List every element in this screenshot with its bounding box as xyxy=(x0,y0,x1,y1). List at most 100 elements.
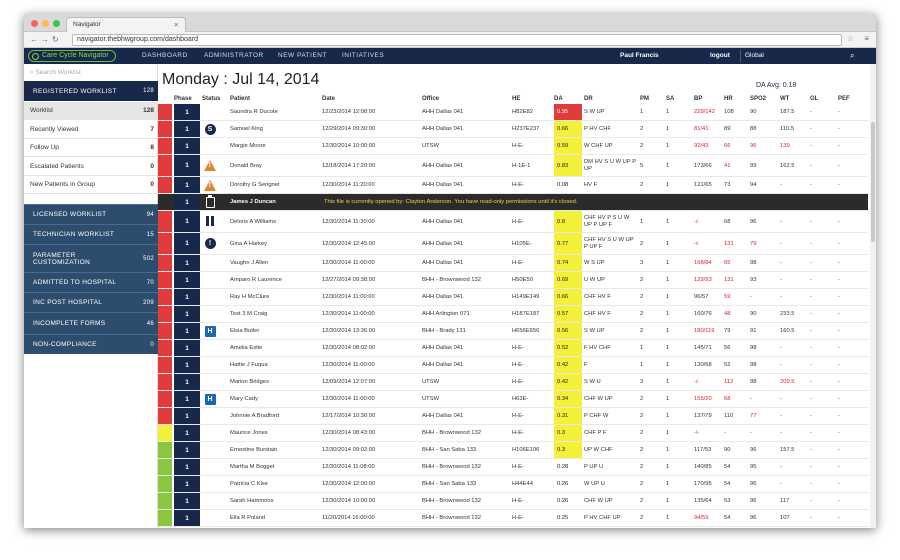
sidebar-item[interactable]: Follow Up 8 xyxy=(24,139,158,157)
sidebar-section[interactable]: PARAMETER CUSTOMIZATION 502 xyxy=(24,244,158,272)
phase-cell: 1 xyxy=(174,374,200,390)
maximize-window-button[interactable] xyxy=(53,20,60,27)
table-row[interactable]: 1 Sarah Hammons 12/30/2014 10:00:00 BHH - B… xyxy=(158,493,868,510)
table-row[interactable]: 1 S Samuel King 12/29/2014 09:30:00 AHH Dall… xyxy=(158,121,868,138)
status-cell xyxy=(202,194,218,210)
table-row[interactable]: 1 Martha M Bogget 12/30/2014 11:08:00 BHH -… xyxy=(158,459,868,476)
sa-cell: 1 xyxy=(666,260,670,266)
registered-worklist-header[interactable]: REGISTERED WORKLIST 128 xyxy=(24,81,158,101)
column-header-patient[interactable]: Patient xyxy=(230,96,251,102)
column-header-dr[interactable]: DR xyxy=(584,96,593,102)
sidebar-item[interactable]: Escalated Patients 0 xyxy=(24,158,158,176)
table-row[interactable]: 1! Gina A Harkey 12/30/2014 12:45:00 AHH Da… xyxy=(158,233,868,255)
table-row[interactable]: 1 Amparo R Laurence 12/27/2014 09:38:00 BHH… xyxy=(158,272,868,289)
table-row[interactable]: 1 H Mary Cady 12/30/2014 11:00:00 UTSW H63E- 0… xyxy=(158,391,868,408)
nav-initiatives[interactable]: INITIATIVES xyxy=(342,52,385,59)
table-row[interactable]: 1 Hattie J Fuqua 12/30/2014 11:00:00 AHH Da… xyxy=(158,357,868,374)
sidebar-item[interactable]: New Patients in Group 0 xyxy=(24,176,158,194)
table-row[interactable]: 1 H Elsia Butler 12/30/2014 13:36:00 BHH - B… xyxy=(158,323,868,340)
sidebar-item[interactable]: Worklist 128 xyxy=(24,102,158,120)
table-row[interactable]: 1 Saundra R Ducote 12/23/2014 12:08:00 AHH … xyxy=(158,104,868,121)
column-header-bp[interactable]: BP xyxy=(694,96,703,102)
spo2-cell: 96 xyxy=(750,143,757,149)
sidebar-item[interactable]: Recently Viewed 7 xyxy=(24,121,158,139)
column-header-spo2[interactable]: SPO2 xyxy=(750,96,767,102)
column-header-status[interactable]: Status xyxy=(202,96,221,102)
sa-cell: 1 xyxy=(666,294,670,300)
minimize-window-button[interactable] xyxy=(42,20,49,27)
column-header-date[interactable]: Date xyxy=(322,96,336,102)
table-row[interactable]: 1 Marion Bridges 12/09/2014 12:07:00 UTSW H-… xyxy=(158,374,868,391)
column-header-da[interactable]: DA xyxy=(554,96,563,102)
column-header-he[interactable]: HE xyxy=(512,96,521,102)
wt-cell: 233.5 xyxy=(780,311,795,317)
sa-cell: 1 xyxy=(666,143,670,149)
table-row[interactable]: 1 Ella R Poland 11/20/2014 16:00:00 BHH - B… xyxy=(158,510,868,527)
pm-cell: 2 xyxy=(640,413,644,419)
search-icon[interactable]: ⌕ xyxy=(850,51,855,60)
close-window-button[interactable] xyxy=(31,20,38,27)
table-row-locked[interactable]: 1 James J Duncan This file is currently op… xyxy=(158,194,868,211)
nav-dashboard[interactable]: DASHBOARD xyxy=(142,52,188,59)
table-row[interactable]: 1 Margie Moore 12/30/2014 10:00:00 UTSW H-E-… xyxy=(158,138,868,155)
he-cell: H50E50 xyxy=(512,277,533,283)
bp-cell: 135/64 xyxy=(694,498,712,504)
bp-cell: 180/119 xyxy=(694,328,715,334)
sidebar-section[interactable]: LICENSED WORKLIST 94 xyxy=(24,204,158,224)
phase-cell: 1 xyxy=(174,194,200,210)
table-row[interactable]: 1 Deloris A Williams 12/30/2014 11:30:00 AH… xyxy=(158,211,868,233)
column-header-phase[interactable]: Phase xyxy=(174,96,192,102)
column-header-office[interactable]: Office xyxy=(422,96,440,102)
back-forward-reload-icons[interactable]: ←→↻ xyxy=(30,35,62,44)
bookmark-star-icon[interactable]: ☆ xyxy=(846,34,854,43)
worklist-search-input[interactable]: ⌕ Search Worklist xyxy=(30,69,81,76)
table-row[interactable]: 1! Donald Bray 12/18/2014 17:20:00 AHH Dall… xyxy=(158,155,868,177)
table-row[interactable]: 1 Test 3 M Craig 12/30/2014 11:00:00 AHH Ar… xyxy=(158,306,868,323)
sidebar-section[interactable]: NON-COMPLIANCE 0 xyxy=(24,334,158,354)
sidebar-section[interactable]: ADMITTED TO HOSPITAL 70 xyxy=(24,272,158,292)
bp-cell: 81/41 xyxy=(694,126,709,132)
logout-link[interactable]: logout xyxy=(710,52,730,59)
app-logo[interactable]: Care Cycle Navigator xyxy=(28,50,116,62)
hr-cell: 79 xyxy=(724,328,731,334)
phase-cell: 1 xyxy=(174,104,200,120)
table-row[interactable]: 1 Johnnie A Bradford 12/17/2014 10:30:00 AH… xyxy=(158,408,868,425)
table-row[interactable]: 1 Amelia Estle 12/30/2014 08:02:00 AHH Dall… xyxy=(158,340,868,357)
office-cell: AHH Dallas 041 xyxy=(422,126,464,132)
spo2-cell: 90 xyxy=(750,311,757,317)
url-input[interactable]: navigator.thebhwgroup.com/dashboard xyxy=(72,34,842,46)
date-cell: 11/20/2014 16:00:00 xyxy=(322,515,375,521)
sidebar-section[interactable]: INCOMPLETE FORMS 46 xyxy=(24,312,158,334)
sidebar-section[interactable]: TECHNICIAN WORKLIST 15 xyxy=(24,224,158,244)
status-strip xyxy=(158,425,172,441)
column-header-wt[interactable]: WT xyxy=(780,96,790,102)
nav-administrator[interactable]: ADMINISTRATOR xyxy=(204,52,264,59)
wt-cell: - xyxy=(780,413,782,419)
column-header-hr[interactable]: HR xyxy=(724,96,733,102)
table-row[interactable]: 1 Maurice Jones 12/30/2014 08:43:00 BHH - B… xyxy=(158,425,868,442)
sidebar-section-count: 70 xyxy=(146,279,154,286)
bp-cell: 170/95 xyxy=(694,481,712,487)
browser-tab[interactable]: Navigator ✕ xyxy=(66,17,186,32)
scrollbar[interactable] xyxy=(870,64,876,528)
browser-menu-icon[interactable]: ≡ xyxy=(864,34,869,43)
table-row[interactable]: 1! Dorothy G Serignet 12/30/2014 11:20:00 A… xyxy=(158,177,868,194)
close-tab-icon[interactable]: ✕ xyxy=(173,22,179,29)
sa-cell: 1 xyxy=(666,277,670,283)
pm-cell: 1 xyxy=(640,109,644,115)
column-header-gl[interactable]: GL xyxy=(810,96,819,102)
column-header-sa[interactable]: SA xyxy=(666,96,675,102)
hr-cell: 52 xyxy=(724,362,731,368)
da-cell: 0.95 xyxy=(554,104,582,120)
global-search-input[interactable]: Global xyxy=(740,50,846,62)
scrollbar-thumb[interactable] xyxy=(871,122,875,242)
table-row[interactable]: 1 Vaughn J Allen 12/30/2014 11:00:00 AHH Da… xyxy=(158,255,868,272)
table-row[interactable]: 1 Ernestine Burstain 12/30/2014 09:02:00 BH… xyxy=(158,442,868,459)
sidebar-section[interactable]: INC POST HOSPITAL 209 xyxy=(24,292,158,312)
patient-name: Patricia C Kise xyxy=(230,481,269,487)
nav-new-patient[interactable]: NEW PATIENT xyxy=(278,52,327,59)
column-header-pef[interactable]: PEF xyxy=(838,96,850,102)
column-header-pm[interactable]: PM xyxy=(640,96,649,102)
table-row[interactable]: 1 Ray H McClure 12/30/2014 11:00:00 AHH Dal… xyxy=(158,289,868,306)
table-row[interactable]: 1 Patricia C Kise 12/30/2014 12:00:00 BHH -… xyxy=(158,476,868,493)
